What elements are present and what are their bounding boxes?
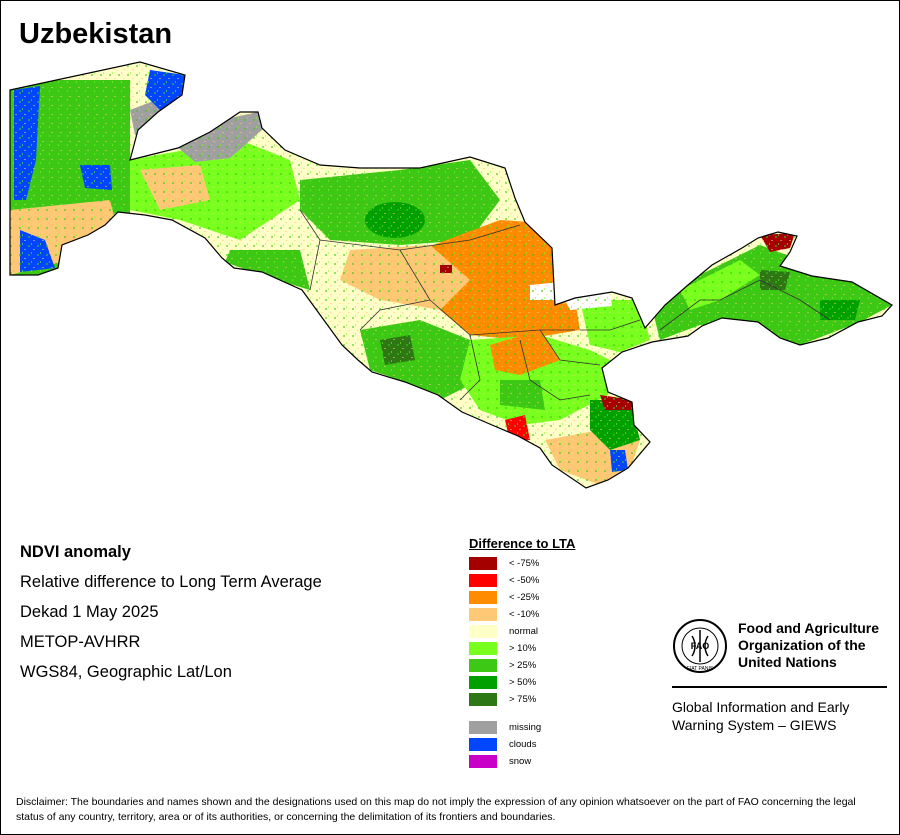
legend-swatch xyxy=(469,557,497,570)
legend-swatch xyxy=(469,676,497,689)
map-info: NDVI anomaly Relative difference to Long… xyxy=(20,541,322,691)
legend-label: < -50% xyxy=(509,575,540,586)
fao-name-line: United Nations xyxy=(738,654,837,670)
legend-swatch xyxy=(469,755,497,768)
fao-name: Food and Agriculture Organization of the… xyxy=(738,620,898,671)
legend-label: < -10% xyxy=(509,609,540,620)
giews-line: Global Information and Early xyxy=(672,699,850,715)
legend-label: normal xyxy=(509,626,539,637)
legend-swatch xyxy=(469,608,497,621)
info-line-3: METOP-AVHRR xyxy=(20,633,141,651)
fao-name-line: Food and Agriculture xyxy=(738,620,880,636)
legend-swatch xyxy=(469,693,497,706)
giews-line: Warning System – GIEWS xyxy=(672,717,837,733)
info-line-1: Relative difference to Long Term Average xyxy=(20,573,322,591)
info-line-2: Dekad 1 May 2025 xyxy=(20,603,159,621)
giews-label: Global Information and Early Warning Sys… xyxy=(672,698,900,734)
legend-label: > 25% xyxy=(509,660,537,671)
legend-label: > 10% xyxy=(509,643,537,654)
country-border xyxy=(9,61,893,489)
fao-logo-icon: FAO FIAT PANIS xyxy=(673,619,727,673)
legend-label: > 75% xyxy=(509,694,537,705)
legend-swatch xyxy=(469,591,497,604)
province-borders xyxy=(299,209,831,401)
fao-name-line: Organization of the xyxy=(738,637,866,653)
disclaimer: Disclaimer: The boundaries and names sho… xyxy=(16,796,856,823)
legend-swatch xyxy=(469,642,497,655)
legend-label: > 50% xyxy=(509,677,537,688)
divider xyxy=(672,686,887,688)
legend-swatch xyxy=(469,721,497,734)
legend-label: < -75% xyxy=(509,558,540,569)
legend-label: clouds xyxy=(509,739,537,750)
ndvi-anomaly-map xyxy=(9,61,893,489)
legend-label: < -25% xyxy=(509,592,540,603)
map-title: Uzbekistan xyxy=(19,18,173,50)
legend-label: snow xyxy=(509,756,532,767)
fao-branding: FAO FIAT PANIS Food and Agriculture Orga… xyxy=(672,618,887,733)
legend-title: Difference to LTA xyxy=(469,536,576,551)
fao-logo-motto: FIAT PANIS xyxy=(687,666,714,672)
legend-swatch xyxy=(469,574,497,587)
info-line-4: WGS84, Geographic Lat/Lon xyxy=(20,663,232,681)
legend-swatch xyxy=(469,625,497,638)
legend: Difference to LTA < -75% < -50% < -25% <… xyxy=(469,536,576,768)
legend-swatch xyxy=(469,659,497,672)
fao-logo-letters: FAO xyxy=(691,641,710,651)
legend-swatch xyxy=(469,738,497,751)
country-raster xyxy=(10,62,892,488)
info-heading: NDVI anomaly xyxy=(20,543,131,561)
legend-label: missing xyxy=(509,722,542,733)
